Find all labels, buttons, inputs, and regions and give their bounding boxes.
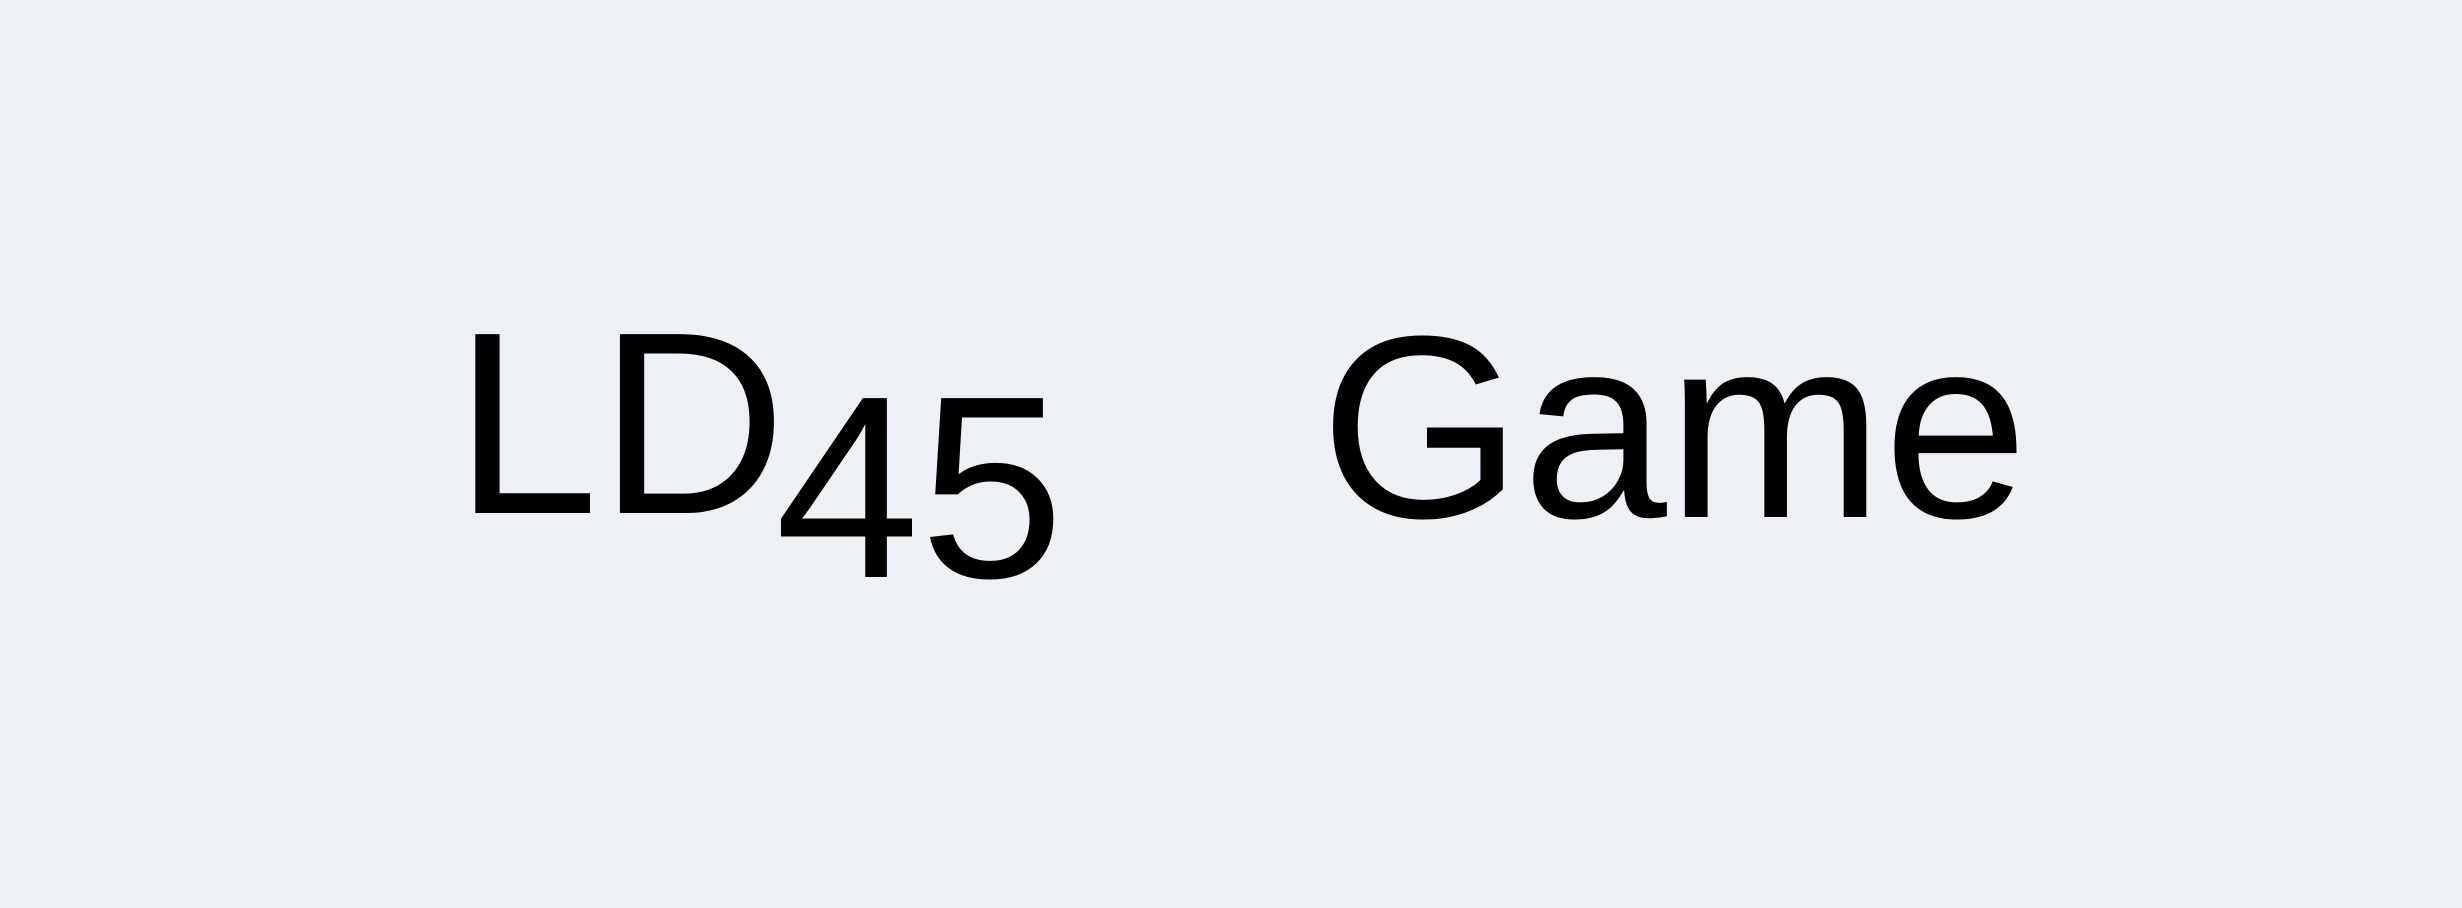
title-word: Game (1320, 283, 2029, 573)
title-number: 45 (775, 343, 1065, 633)
title-prefix: LD (454, 279, 787, 569)
